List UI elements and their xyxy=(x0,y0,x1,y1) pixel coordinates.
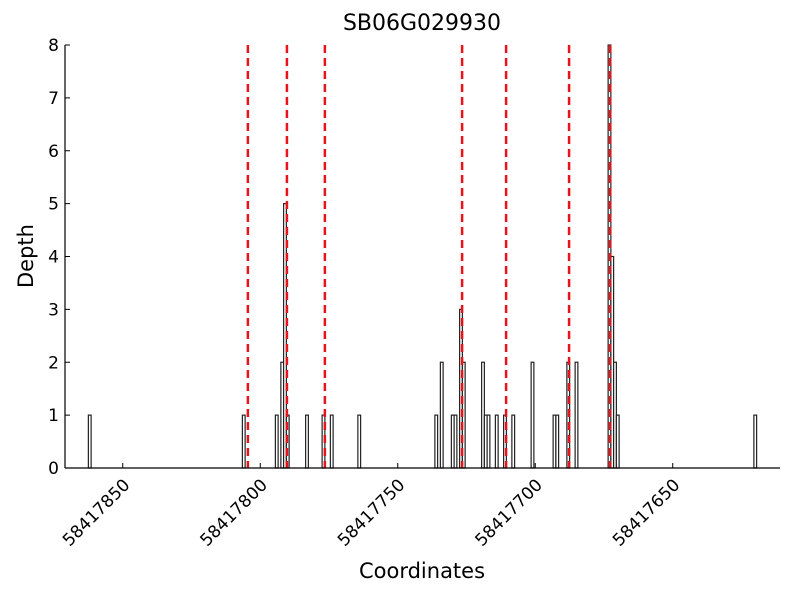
bar xyxy=(574,361,579,469)
bar xyxy=(434,414,439,469)
bar xyxy=(305,414,309,469)
bar xyxy=(530,361,535,469)
y-tick-label: 1 xyxy=(48,406,59,426)
x-axis-label: Coordinates xyxy=(359,559,485,583)
y-tick-label: 3 xyxy=(48,300,59,320)
chart-title: SB06G029930 xyxy=(343,11,501,36)
bar xyxy=(555,414,560,469)
x-tick-label: 58417750 xyxy=(334,475,409,550)
bar xyxy=(615,414,620,469)
x-tick-label: 58417850 xyxy=(59,475,134,550)
y-tick-label: 8 xyxy=(48,36,59,56)
bar xyxy=(494,414,499,469)
bar xyxy=(511,414,516,469)
bar xyxy=(87,414,92,469)
bar xyxy=(357,414,362,469)
x-tick-label: 58417650 xyxy=(609,475,684,550)
bar xyxy=(439,361,444,469)
bar xyxy=(753,414,758,469)
y-tick-label: 2 xyxy=(48,353,59,373)
y-axis-label: Depth xyxy=(14,224,38,288)
y-tick-label: 0 xyxy=(48,459,59,479)
bar xyxy=(329,414,334,469)
x-tick-label: 58417700 xyxy=(471,475,546,550)
y-tick-label: 6 xyxy=(48,142,59,162)
bar xyxy=(486,414,491,469)
y-tick-label: 5 xyxy=(48,195,59,215)
bar xyxy=(241,414,246,469)
y-tick-label: 4 xyxy=(48,248,59,268)
bar xyxy=(453,414,458,469)
bar xyxy=(274,414,279,469)
x-tick-label: 58417800 xyxy=(196,475,271,550)
y-tick-label: 7 xyxy=(48,89,59,109)
